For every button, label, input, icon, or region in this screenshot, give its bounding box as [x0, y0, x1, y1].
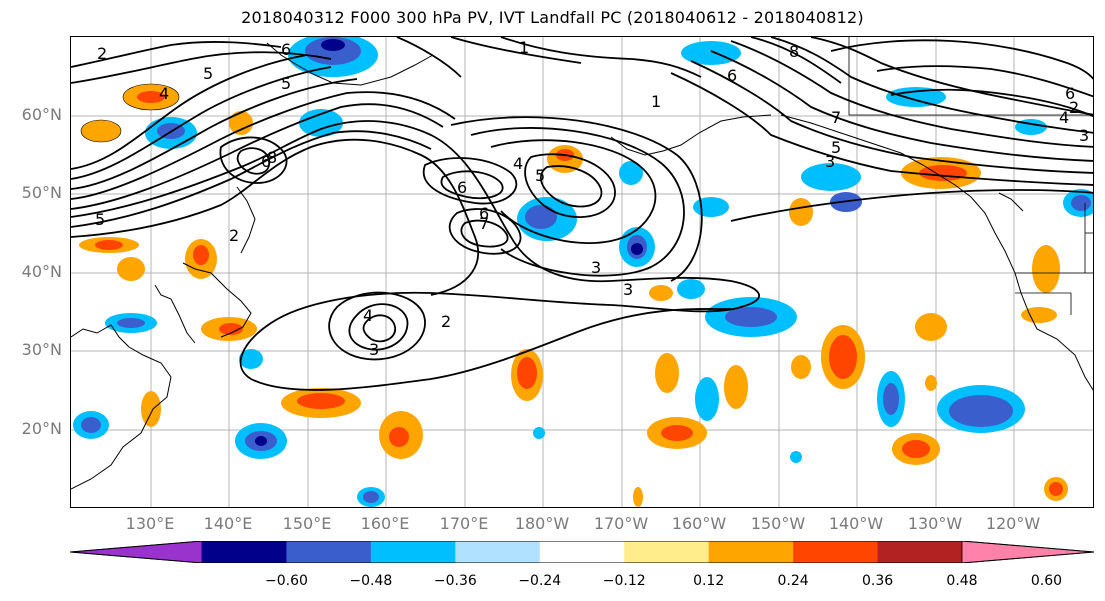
contour-label: 2	[441, 312, 451, 331]
colorbar-segment	[539, 541, 625, 563]
lon-label: 140°W	[828, 514, 884, 533]
colorbar-tick-label: −0.36	[433, 573, 477, 589]
contour-label: 6	[261, 152, 271, 171]
lat-label: 60°N	[21, 105, 62, 124]
colorbar-segment	[286, 541, 372, 563]
contour-labels: 2 6 1 8 6 5 4 5 7 1 4 5 6 6 5 3 4 2 3 7 …	[95, 38, 1089, 359]
colorbar-tick-label: −0.12	[602, 573, 646, 589]
lat-label: 50°N	[21, 183, 62, 202]
contour-label: 3	[825, 152, 835, 171]
lat-label: 20°N	[21, 419, 62, 438]
lon-label: 170°W	[593, 514, 649, 533]
contour-label: 4	[159, 84, 169, 103]
contour-label: 2	[1069, 98, 1079, 117]
colorbar-segment	[370, 541, 456, 563]
colorbar-tick-label: 0.24	[777, 573, 809, 589]
lon-label: 150°E	[282, 514, 332, 533]
colorbar-segment	[708, 541, 794, 563]
contour-label: 6	[479, 204, 489, 223]
colorbar-tick-label: −0.24	[518, 573, 562, 589]
contour-label: 5	[831, 138, 841, 157]
contour-label: 4	[513, 154, 523, 173]
lat-label: 40°N	[21, 262, 62, 281]
contour-label: 5	[203, 64, 213, 83]
lon-label: 120°W	[985, 514, 1041, 533]
colorbar-tick-label: −0.48	[349, 573, 393, 589]
pv-contours	[71, 37, 1093, 391]
colorbar-tick-label: −0.60	[264, 573, 308, 589]
contour-label: 2	[97, 44, 107, 63]
lon-label: 180°W	[514, 514, 570, 533]
map-title: 2018040312 F000 300 hPa PV, IVT Landfall…	[241, 8, 864, 27]
contour-label: 2	[229, 226, 239, 245]
colorbar-tick-label: 0.36	[861, 573, 894, 589]
lon-label: 130°E	[125, 514, 175, 533]
contour-label: 6	[727, 66, 737, 85]
lon-label: 130°W	[907, 514, 963, 533]
map-panel: 2 6 1 8 6 5 4 5 7 1 4 5 6 6 5 3 4 2 3 7 …	[70, 36, 1094, 508]
graticule	[71, 37, 1093, 507]
contour-label: 3	[369, 340, 379, 359]
contour-label: 6	[1065, 84, 1075, 103]
colorbar-tick-label: 0.60	[1030, 573, 1063, 589]
coastlines	[71, 42, 1093, 490]
contour-label: 3	[591, 258, 601, 277]
positive-anomaly-shading	[79, 83, 1068, 507]
colorbar-segment	[877, 541, 963, 563]
contour-label: 5	[95, 210, 105, 229]
colorbar-extend-low	[70, 541, 203, 563]
contour-label: 3	[623, 280, 633, 299]
map-canvas: 2 6 1 8 6 5 4 5 7 1 4 5 6 6 5 3 4 2 3 7 …	[71, 37, 1093, 507]
contour-label: 7	[479, 214, 489, 233]
contour-label: 8	[267, 148, 277, 167]
contour-label: 6	[281, 40, 291, 59]
contour-label: 6	[457, 178, 467, 197]
political-borders	[848, 37, 1093, 315]
lon-label: 140°E	[203, 514, 253, 533]
colorbar-segment	[202, 541, 287, 563]
contour-label: 4	[363, 306, 373, 325]
colorbar	[70, 541, 1094, 563]
colorbar-tick-label: 0.48	[946, 573, 978, 589]
colorbar-segment	[793, 541, 879, 563]
contour-label: 5	[535, 166, 545, 185]
colorbar-graphic	[70, 541, 1094, 563]
colorbar-segment	[624, 541, 710, 563]
contour-label: 8	[789, 42, 799, 61]
contour-label: 7	[831, 108, 841, 127]
lon-label: 160°E	[360, 514, 410, 533]
negative-anomaly-shading	[73, 37, 1093, 507]
lon-label: 160°W	[671, 514, 727, 533]
colorbar-segment	[455, 541, 541, 563]
colorbar-extend-high	[961, 541, 1094, 563]
contour-label: 1	[651, 92, 661, 111]
contour-label: 3	[1079, 126, 1089, 145]
contour-label: 4	[1059, 108, 1069, 127]
lon-label: 150°W	[750, 514, 806, 533]
contour-label: 1	[519, 38, 529, 57]
lat-label: 30°N	[21, 340, 62, 359]
contour-label: 5	[281, 74, 291, 93]
colorbar-tick-label: 0.12	[693, 573, 725, 589]
lon-label: 170°E	[439, 514, 489, 533]
